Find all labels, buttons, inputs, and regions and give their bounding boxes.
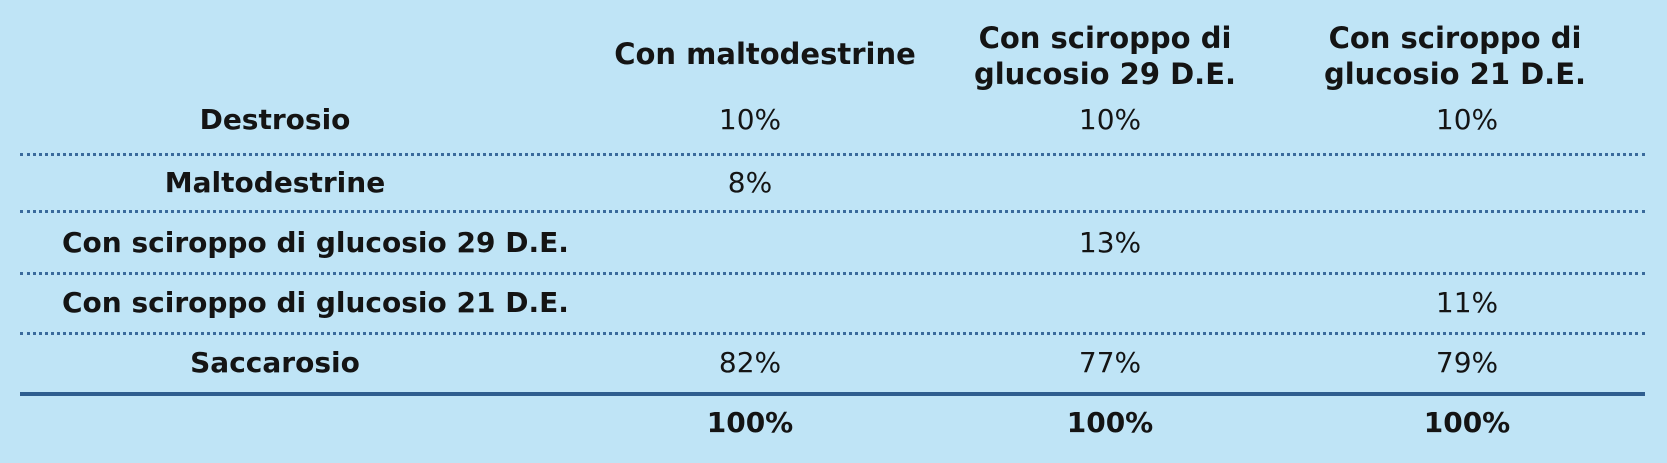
column-header-glucosio-21: Con sciroppo di glucosio 21 D.E.: [1310, 20, 1600, 92]
cell-value: 8%: [727, 166, 773, 199]
total-divider: [20, 392, 1645, 396]
cell-value: 10%: [1435, 103, 1499, 136]
row-label: Maltodestrine: [164, 166, 386, 199]
total-value: 100%: [706, 406, 794, 439]
column-header-maltodestrine: Con maltodestrine: [614, 37, 916, 71]
row-divider: [20, 332, 1645, 335]
row-label: Destrosio: [199, 103, 351, 136]
row-divider: [20, 210, 1645, 213]
table-header: Con maltodestrine Con sciroppo di glucos…: [0, 0, 1667, 92]
row-label: Con sciroppo di glucosio 29 D.E.: [62, 226, 569, 259]
total-value: 100%: [1066, 406, 1154, 439]
table-row: Maltodestrine 8%: [0, 153, 1667, 213]
cell-value: 13%: [1078, 226, 1142, 259]
cell-value: 79%: [1435, 346, 1499, 379]
cell-value: 82%: [718, 346, 782, 379]
column-header-glucosio-29-text: Con sciroppo di glucosio 29 D.E.: [973, 21, 1237, 91]
table-row: Saccarosio 82% 77% 79%: [0, 333, 1667, 393]
row-divider: [20, 153, 1645, 156]
table-row: Con sciroppo di glucosio 29 D.E. 13%: [0, 213, 1667, 273]
row-label: Saccarosio: [190, 346, 360, 379]
table-row: Con sciroppo di glucosio 21 D.E. 11%: [0, 273, 1667, 333]
column-header-glucosio-29: Con sciroppo di glucosio 29 D.E.: [960, 20, 1250, 92]
cell-value: 11%: [1435, 286, 1499, 319]
column-header-glucosio-21-text: Con sciroppo di glucosio 21 D.E.: [1323, 21, 1587, 91]
totals-row: 100% 100% 100%: [0, 393, 1667, 453]
cell-value: 10%: [718, 103, 782, 136]
cell-value: 10%: [1078, 103, 1142, 136]
cell-value: 77%: [1078, 346, 1142, 379]
total-value: 100%: [1423, 406, 1511, 439]
row-divider: [20, 272, 1645, 275]
table-row: Destrosio 10% 10% 10%: [0, 90, 1667, 150]
row-label: Con sciroppo di glucosio 21 D.E.: [62, 286, 569, 319]
